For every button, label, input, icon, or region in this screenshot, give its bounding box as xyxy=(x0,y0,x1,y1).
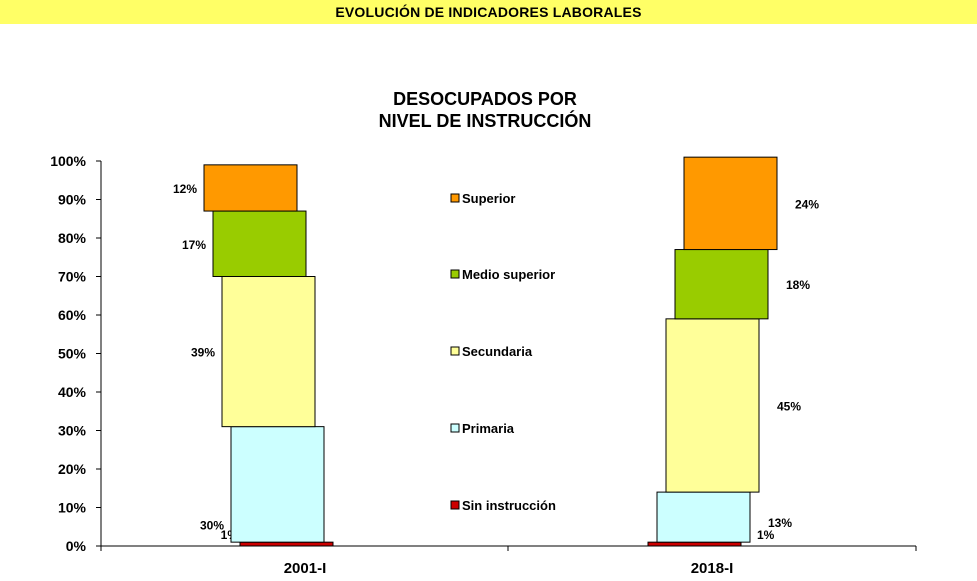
y-tick-label: 80% xyxy=(58,230,87,246)
data-label: 18% xyxy=(786,278,810,292)
data-label: 13% xyxy=(768,516,792,530)
legend-label: Primaria xyxy=(462,421,515,436)
bar-segment xyxy=(239,541,334,547)
legend-swatch xyxy=(450,269,460,279)
y-tick-label: 0% xyxy=(66,538,87,554)
legend-label: Sin instrucción xyxy=(462,498,556,513)
chart-title: DESOCUPADOS POR NIVEL DE INSTRUCCIÓN xyxy=(300,88,670,132)
data-label: 45% xyxy=(777,399,801,413)
legend-label: Superior xyxy=(462,191,515,206)
data-label: 39% xyxy=(191,346,215,360)
data-label: 24% xyxy=(795,197,819,211)
bar-segment xyxy=(203,164,298,212)
legend-swatch xyxy=(450,193,460,203)
chart-title-line-2: NIVEL DE INSTRUCCIÓN xyxy=(378,111,592,131)
bar-segment xyxy=(230,426,325,543)
data-label: 1% xyxy=(757,528,775,542)
bar-segment xyxy=(221,276,316,428)
y-tick-label: 30% xyxy=(58,423,87,439)
y-tick-label: 20% xyxy=(58,461,87,477)
y-tick-label: 40% xyxy=(58,384,87,400)
data-label: 17% xyxy=(182,238,206,252)
bar-segment xyxy=(212,210,307,277)
bar-segment xyxy=(665,318,760,493)
legend-label: Secundaria xyxy=(462,344,533,359)
y-tick-label: 70% xyxy=(58,269,87,285)
legend-swatch xyxy=(450,500,460,510)
bar-segment xyxy=(647,541,742,547)
bar-segment xyxy=(674,249,769,320)
data-label: 30% xyxy=(200,518,224,532)
chart-title-line-1: DESOCUPADOS POR xyxy=(393,89,577,109)
header-bar: EVOLUCIÓN DE INDICADORES LABORALES xyxy=(0,0,977,24)
legend-label: Medio superior xyxy=(462,267,555,282)
x-category-label: 2001-I xyxy=(284,560,327,577)
bar-segment xyxy=(656,491,751,543)
legend-swatch xyxy=(450,423,460,433)
y-tick-label: 100% xyxy=(50,153,86,169)
y-tick-label: 10% xyxy=(58,500,87,516)
y-tick-label: 50% xyxy=(58,346,87,362)
legend-swatch xyxy=(450,346,460,356)
bar-segment xyxy=(683,156,778,251)
x-category-label: 2018-I xyxy=(691,560,734,577)
data-label: 12% xyxy=(173,182,197,196)
y-tick-label: 90% xyxy=(58,192,87,208)
y-tick-label: 60% xyxy=(58,307,87,323)
header-title: EVOLUCIÓN DE INDICADORES LABORALES xyxy=(335,4,642,20)
